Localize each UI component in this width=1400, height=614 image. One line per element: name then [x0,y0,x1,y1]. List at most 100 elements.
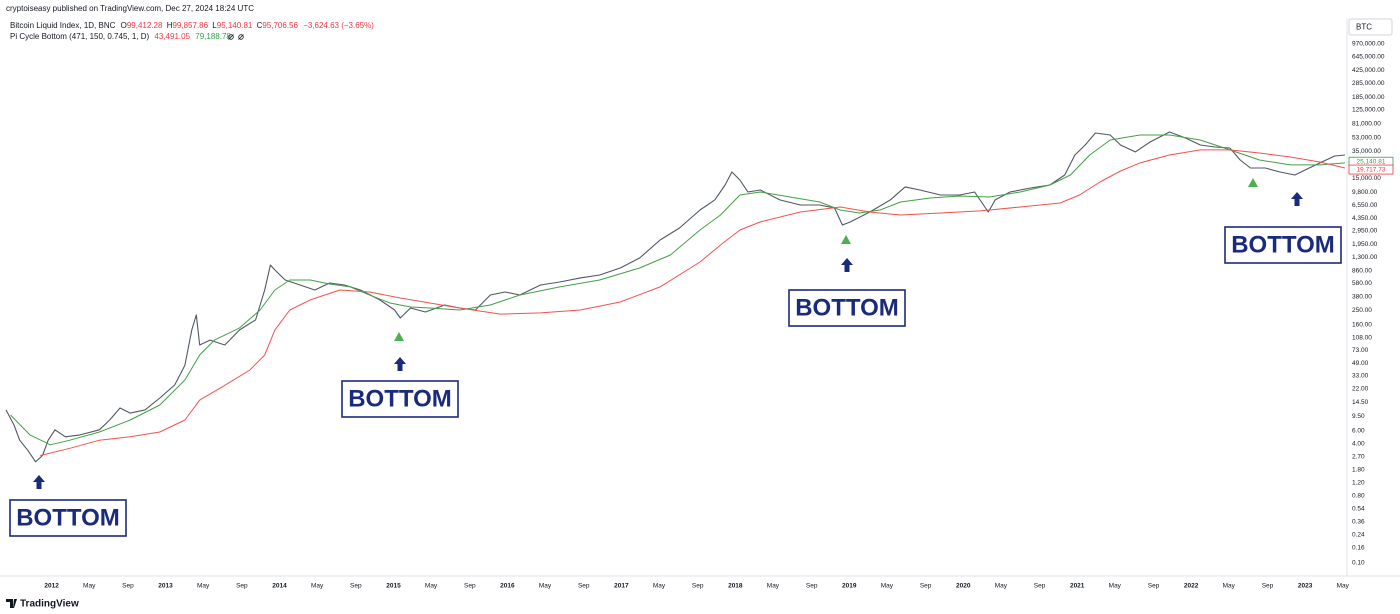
annotation-box [1224,226,1342,264]
x-tick-label: 2022 [1184,583,1199,590]
annotation-box [788,289,906,327]
symbol-button[interactable] [1348,18,1393,36]
y-tick-label: 33.00 [1352,373,1369,380]
x-tick-label: 2018 [728,583,743,590]
x-tick-label: Sep [1034,583,1046,590]
annotation-box [341,380,459,418]
ohlc-value: 99,412.28 [127,21,163,30]
arrow [1291,192,1303,206]
x-tick-label: 2019 [842,583,857,590]
x-tick-label: May [653,583,666,590]
y-tick-label: 125,000.00 [1352,107,1385,114]
y-tick-label: 14.50 [1352,399,1369,406]
annotation: BOTTOM [16,504,120,531]
y-tick-label: 2.70 [1352,453,1365,460]
x-tick-label: 2013 [158,583,173,590]
y-tick-label: 970,000.00 [1352,41,1385,48]
y-tick-label: 185,000.00 [1352,94,1385,101]
x-tick-label: 2012 [44,583,59,590]
x-tick-label: May [425,583,438,590]
x-tick-label: 2016 [500,583,515,590]
indicator-value: 79,188.78 [195,32,231,41]
x-tick-label: 2015 [386,583,401,590]
annotation-box [9,499,127,537]
icon [228,34,234,40]
signal-triangle [1248,178,1258,187]
logo-mark [6,599,17,608]
y-tick-label: 425,000.00 [1352,67,1385,74]
x-tick-label: May [197,583,210,590]
signal-triangle [841,235,851,244]
price-label: 25,140.81 [1357,159,1386,166]
x-tick-label: 2023 [1298,583,1313,590]
signal-triangle [394,332,404,341]
symbol: Bitcoin Liquid Index, 1D, BNC [10,21,116,30]
price-line [5,131,1346,463]
symbol-button-label[interactable]: BTC [1356,23,1372,32]
price-label-box [1348,164,1394,175]
y-tick-label: 108.00 [1352,334,1372,341]
annotation: BOTTOM [795,294,899,321]
y-tick-label: 285,000.00 [1352,80,1385,87]
icon[interactable] [228,34,234,40]
y-tick-label: 49.00 [1352,360,1369,367]
x-tick-label: Sep [350,583,362,590]
annotation: BOTTOM [1231,231,1335,258]
indicator-line [10,134,1346,446]
y-tick-label: 250.00 [1352,307,1372,314]
ohlc-value: 95,706.56 [262,21,298,30]
y-tick-label: 860.00 [1352,267,1372,274]
y-tick-label: 1.80 [1352,466,1365,473]
ohlc-key: H [167,21,173,30]
y-tick-label: 580.00 [1352,280,1372,287]
y-tick-label: 645,000.00 [1352,54,1385,61]
plot [5,131,1346,463]
y-tick-label: 0.80 [1352,493,1365,500]
x-tick-label: May [83,583,96,590]
annotation: BOTTOM [348,385,452,412]
x-tick-label: May [1109,583,1122,590]
ohlc-key: L [212,21,217,30]
indicator: Pi Cycle Bottom (471, 150, 0.745, 1, D) [10,32,150,41]
y-tick-label: 53,000.00 [1352,134,1381,141]
y-tick-label: 35,000.00 [1352,148,1381,155]
x-tick-label: May [767,583,780,590]
x-tick-label: Sep [920,583,932,590]
arrow [841,258,853,272]
y-tick-label: 9.50 [1352,413,1365,420]
y-tick-label: 81,000.00 [1352,121,1381,128]
arrow [394,357,406,371]
x-tick-label: May [539,583,552,590]
price-label: 19,717.73 [1357,167,1386,174]
y-tick-label: 4,350.00 [1352,215,1378,222]
y-tick-label: 22.00 [1352,386,1369,393]
x-tick-label: Sep [1262,583,1274,590]
arrow [33,475,45,489]
icon[interactable] [238,34,244,40]
x-tick-label: 2014 [272,583,287,590]
x-tick-label: May [881,583,894,590]
y-tick-label: 0.16 [1352,545,1365,552]
y-tick-label: 1,950.00 [1352,241,1378,248]
x-tick-label: Sep [806,583,818,590]
publisher: cryptoiseasy published on TradingView.co… [6,4,254,13]
footer-logo: TradingView [6,599,79,610]
annotation-group: BOTTOM BOTTOM BOTTOM BOTTOM [9,178,1342,537]
indicator-icons[interactable] [228,34,244,40]
ohlc-key: C [257,21,263,30]
y-tick-label: 6.00 [1352,428,1365,435]
icon [238,34,244,40]
y-tick-label: 0.36 [1352,518,1365,525]
x-tick-label: Sep [692,583,704,590]
x-tick-label: 2017 [614,583,629,590]
ohlc-value: 99,857.86 [172,21,208,30]
x-tick-label: 2020 [956,583,971,590]
y-tick-label: 1,300.00 [1352,254,1378,261]
y-tick-label: 0.10 [1352,560,1365,567]
y-tick-label: 0.54 [1352,505,1365,512]
x-tick-label: Sep [578,583,590,590]
y-tick-label: 160.00 [1352,322,1372,329]
x-tick-label: May [311,583,324,590]
